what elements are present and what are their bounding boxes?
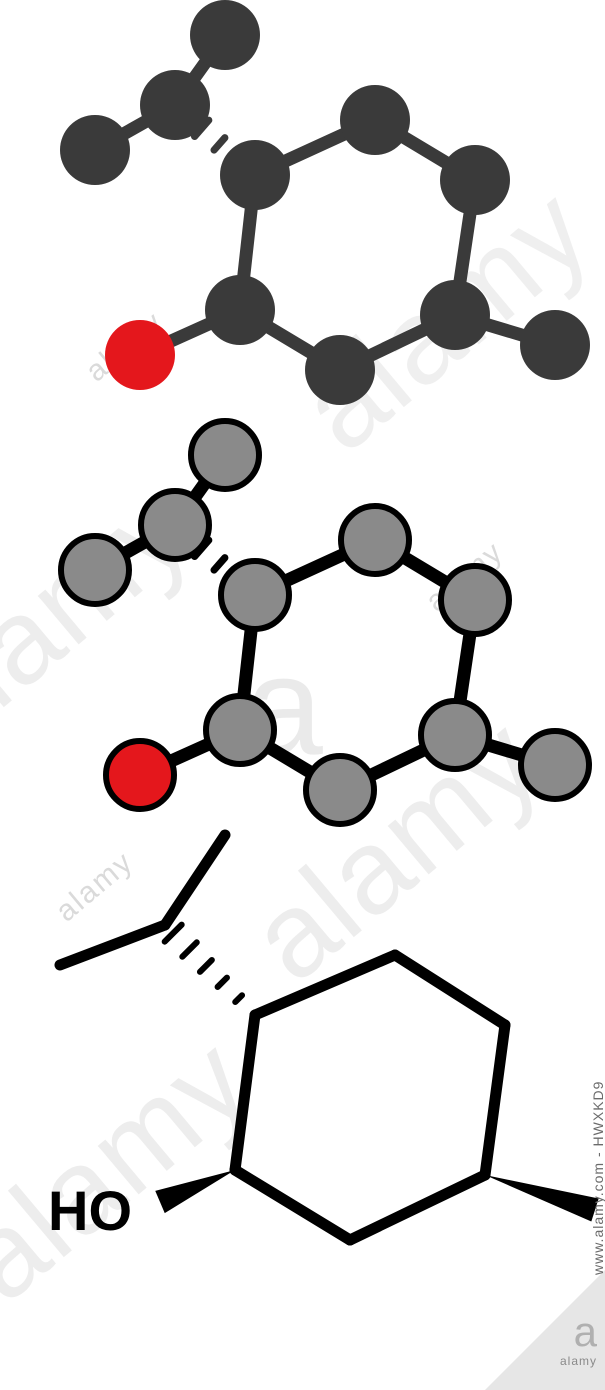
corner-brand-a: a [574,1308,597,1356]
figure-canvas: alamy alamy alamy alamy alamy alamy alam… [0,0,605,1390]
image-code: www.alamy.com - HWXKD9 [590,1081,605,1275]
molecule-diagram: HO [0,0,605,1390]
corner-brand-text: alamy [560,1354,597,1368]
svg-text:HO: HO [48,1179,132,1242]
